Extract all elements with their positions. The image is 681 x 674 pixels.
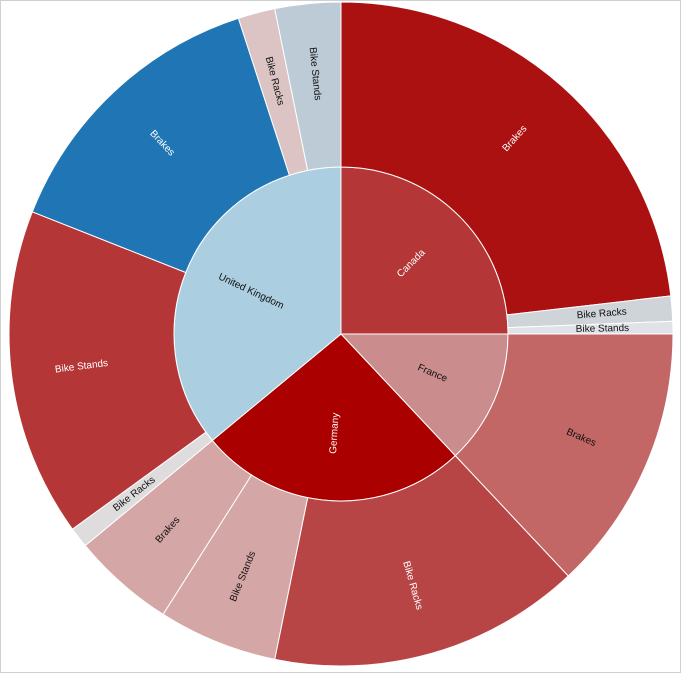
outer-segment-united-kingdom-brakes[interactable] bbox=[31, 17, 291, 274]
inner-label-germany: Germany bbox=[328, 412, 342, 454]
outer-segment-canada-brakes[interactable] bbox=[340, 1, 672, 316]
outer-segment-germany-bike-racks[interactable] bbox=[274, 455, 569, 667]
outer-segment-united-kingdom-bike-stands[interactable] bbox=[8, 211, 207, 530]
outer-label-canada-bike-stands: Bike Stands bbox=[576, 323, 630, 335]
outer-segment-united-kingdom-bike-stands[interactable] bbox=[274, 1, 342, 171]
segments-layer bbox=[8, 1, 674, 667]
outer-segment-france-brakes[interactable] bbox=[454, 333, 674, 577]
outer-label-united-kingdom-bike-stands: Bike Stands bbox=[307, 47, 323, 101]
outer-label-canada-bike-racks: Bike Racks bbox=[576, 307, 627, 322]
